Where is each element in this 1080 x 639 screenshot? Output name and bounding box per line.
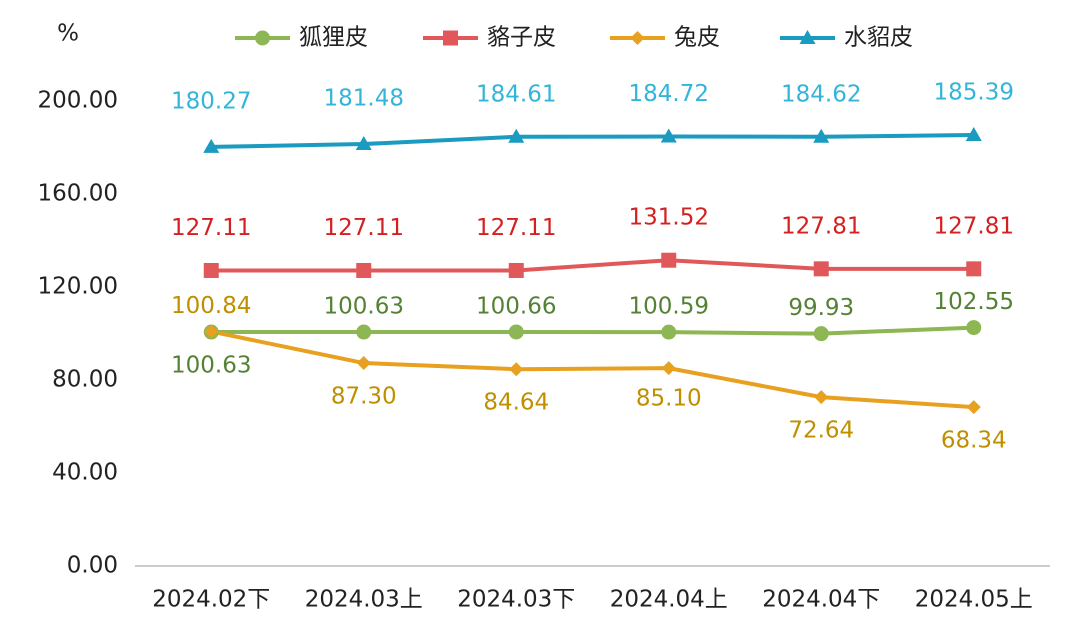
- legend-marker: [630, 31, 645, 45]
- data-label: 68.34: [941, 428, 1007, 454]
- marker: [661, 361, 676, 376]
- marker: [661, 252, 677, 268]
- legend-label: 水貂皮: [844, 25, 913, 51]
- data-label: 127.11: [476, 215, 556, 241]
- data-label: 127.81: [781, 213, 861, 239]
- legend-marker: [255, 30, 270, 46]
- series-line: [210, 329, 974, 410]
- marker: [509, 362, 524, 377]
- y-tick-label: 160.00: [38, 181, 118, 207]
- data-label: 127.81: [934, 213, 1014, 239]
- marker: [966, 320, 982, 336]
- marker: [508, 324, 524, 340]
- y-tick-label: 120.00: [38, 274, 118, 300]
- series-line: [211, 325, 974, 336]
- data-label: 184.61: [476, 81, 556, 107]
- data-label: 72.64: [788, 418, 854, 444]
- data-label: 127.11: [171, 215, 251, 241]
- series-line: [211, 132, 974, 149]
- y-axis-label: %: [57, 21, 79, 47]
- x-tick-label: 2024.04上: [610, 587, 728, 613]
- y-tick-label: 80.00: [52, 367, 118, 393]
- y-tick-label: 40.00: [52, 460, 118, 486]
- marker: [203, 138, 220, 153]
- data-label: 127.11: [324, 215, 404, 241]
- marker: [966, 261, 982, 277]
- data-label: 131.52: [629, 205, 709, 231]
- marker: [661, 324, 677, 340]
- data-label: 87.30: [331, 384, 397, 410]
- x-tick-label: 2024.03下: [457, 587, 575, 613]
- data-label: 85.10: [636, 386, 702, 412]
- marker: [814, 390, 829, 405]
- data-label: 184.62: [781, 81, 861, 107]
- data-label: 100.59: [629, 294, 709, 320]
- marker: [813, 326, 829, 342]
- legend-label: 貉子皮: [487, 25, 556, 51]
- marker: [356, 262, 372, 278]
- x-tick-label: 2024.02下: [152, 587, 270, 613]
- legend-label: 兔皮: [674, 25, 720, 51]
- marker: [813, 128, 830, 143]
- marker: [356, 324, 372, 340]
- data-label: 100.66: [476, 293, 556, 319]
- legend-marker: [443, 30, 458, 46]
- data-label: 100.63: [324, 294, 404, 320]
- data-label: 100.63: [171, 353, 251, 379]
- data-label: 99.93: [788, 295, 854, 321]
- data-label: 180.27: [171, 88, 251, 114]
- marker: [204, 324, 219, 339]
- legend-label: 狐狸皮: [299, 25, 368, 51]
- marker: [508, 262, 524, 278]
- marker: [965, 126, 982, 141]
- data-label: 181.48: [324, 86, 404, 112]
- series-line: [211, 258, 974, 273]
- marker: [508, 128, 525, 143]
- data-label: 100.84: [171, 293, 251, 319]
- marker: [356, 356, 371, 371]
- data-label: 84.64: [483, 390, 549, 416]
- marker: [660, 128, 677, 143]
- legend-marker: [799, 30, 816, 44]
- marker: [355, 136, 372, 151]
- marker: [203, 262, 219, 278]
- y-tick-label: 200.00: [38, 88, 118, 114]
- x-tick-label: 2024.03上: [305, 587, 423, 613]
- data-label: 102.55: [934, 289, 1014, 315]
- data-label: 184.72: [629, 81, 709, 107]
- marker: [966, 400, 981, 415]
- data-label: 185.39: [934, 79, 1014, 105]
- marker: [813, 261, 829, 277]
- x-tick-label: 2024.05上: [915, 587, 1033, 613]
- y-tick-label: 0.00: [67, 553, 118, 579]
- x-tick-label: 2024.04下: [762, 587, 880, 613]
